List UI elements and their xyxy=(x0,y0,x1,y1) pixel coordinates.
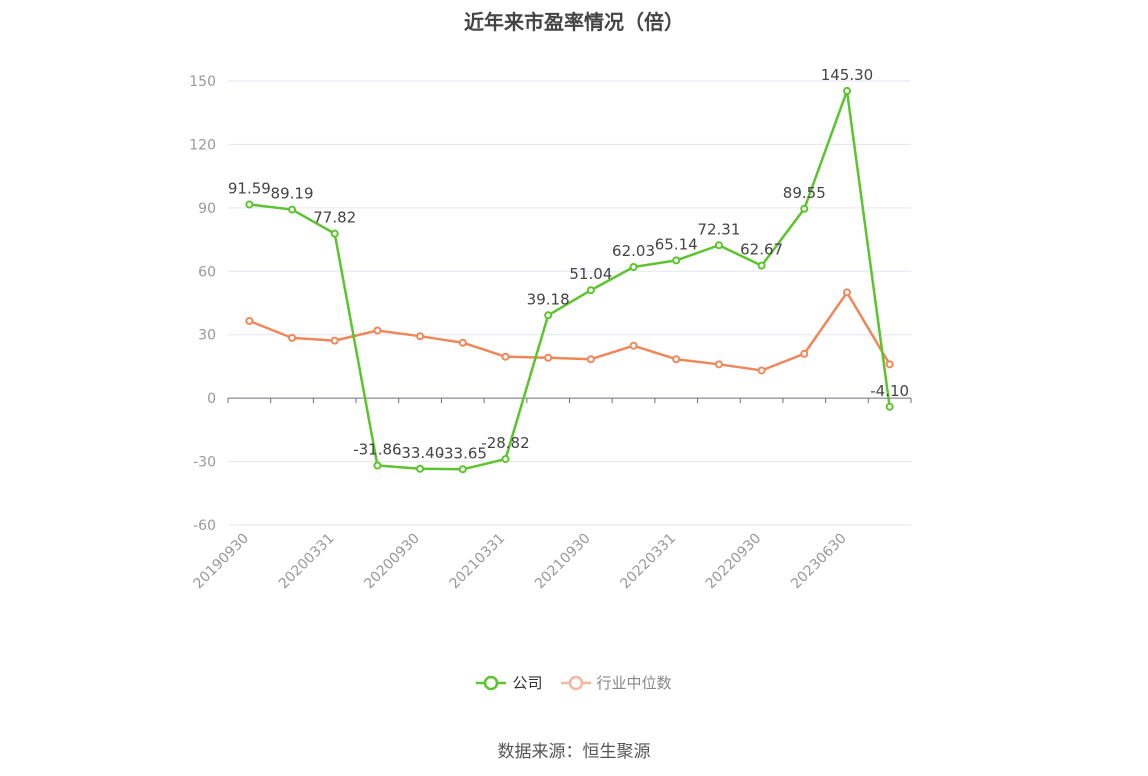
data-point-company xyxy=(416,464,425,473)
data-point-company xyxy=(800,204,809,213)
data-point-industry xyxy=(586,355,595,364)
y-tick-label: 30 xyxy=(198,328,216,344)
data-point-company xyxy=(373,461,382,470)
x-tick-label: 20220331 xyxy=(617,531,679,593)
data-point-industry xyxy=(800,349,809,358)
data-point-company xyxy=(544,311,553,320)
data-label: 62.67 xyxy=(740,241,783,259)
data-point-industry xyxy=(373,326,382,335)
data-label: 89.55 xyxy=(783,184,826,202)
data-point-company xyxy=(330,229,339,238)
data-source: 数据来源：恒生聚源 xyxy=(497,742,651,762)
data-point-company xyxy=(672,256,681,265)
data-point-industry xyxy=(501,352,510,361)
chart-title: 近年来市盈率情况（倍） xyxy=(464,10,684,34)
x-tick-label: 20220930 xyxy=(703,531,765,593)
data-point-company xyxy=(458,465,467,474)
data-point-industry xyxy=(288,333,297,342)
data-label: -31.86 xyxy=(353,441,401,459)
data-point-company xyxy=(885,402,894,411)
y-tick-label: 0 xyxy=(207,391,216,407)
data-label: 72.31 xyxy=(697,220,740,238)
data-point-company xyxy=(842,86,851,95)
legend-company-icon xyxy=(476,675,507,690)
data-point-company xyxy=(586,286,595,295)
data-point-company xyxy=(288,205,297,214)
data-label: 62.03 xyxy=(612,242,655,260)
x-tick-label: 20200930 xyxy=(361,531,423,593)
data-point-company xyxy=(245,200,254,209)
data-label: -28.82 xyxy=(481,434,529,452)
data-point-company xyxy=(629,262,638,271)
y-tick-label: -60 xyxy=(193,518,216,534)
data-label: 77.82 xyxy=(313,209,356,227)
data-label: 51.04 xyxy=(569,265,612,283)
data-label: -33.40 xyxy=(396,444,444,462)
x-tick-label: 20210930 xyxy=(532,531,594,593)
legend-item-company[interactable]: 公司 xyxy=(476,672,543,693)
y-tick-label: 60 xyxy=(198,264,216,280)
data-label: -4.10 xyxy=(870,382,909,400)
data-point-industry xyxy=(416,332,425,341)
data-point-industry xyxy=(330,336,339,345)
data-point-industry xyxy=(885,360,894,369)
data-point-industry xyxy=(544,353,553,362)
legend-label-company: 公司 xyxy=(512,674,543,692)
data-point-industry xyxy=(458,338,467,347)
series-line-industry xyxy=(248,291,891,372)
data-point-industry xyxy=(757,366,766,375)
data-label: 145.30 xyxy=(821,66,874,84)
x-tick-label: 20210331 xyxy=(447,531,509,593)
data-point-industry xyxy=(629,341,638,350)
data-label: 65.14 xyxy=(655,235,698,253)
y-tick-label: 90 xyxy=(198,201,216,217)
data-point-industry xyxy=(672,355,681,364)
legend: 公司 行业中位数 xyxy=(0,672,1148,693)
x-tick-label: 20190930 xyxy=(190,531,252,593)
data-point-company xyxy=(757,261,766,270)
y-tick-label: 150 xyxy=(189,74,216,90)
data-label: 91.59 xyxy=(228,179,271,197)
legend-item-industry[interactable]: 行业中位数 xyxy=(560,672,672,693)
legend-label-industry: 行业中位数 xyxy=(596,674,672,692)
data-point-company xyxy=(501,455,510,464)
data-point-industry xyxy=(245,316,254,325)
data-point-company xyxy=(714,241,723,250)
data-label: 89.19 xyxy=(271,185,314,203)
x-tick-label: 20200331 xyxy=(276,531,338,593)
data-label: -33.65 xyxy=(439,444,487,462)
y-tick-label: -30 xyxy=(193,455,216,471)
data-label: 39.18 xyxy=(527,290,570,308)
legend-industry-icon xyxy=(560,675,591,690)
series-line-company xyxy=(249,89,891,471)
y-tick-label: 120 xyxy=(189,137,216,153)
x-tick-label: 20230630 xyxy=(788,531,850,593)
data-point-industry xyxy=(714,360,723,369)
data-point-industry xyxy=(842,288,851,297)
